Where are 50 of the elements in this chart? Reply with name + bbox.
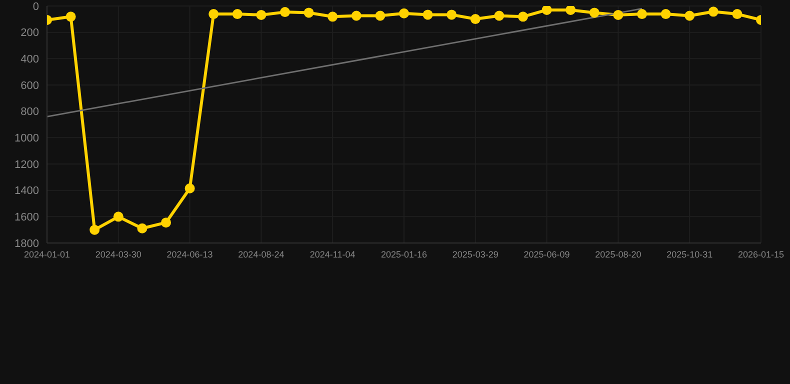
y-tick-label: 1400	[14, 185, 39, 198]
point	[542, 6, 552, 15]
point	[470, 14, 480, 24]
point	[399, 8, 409, 18]
x-tick-label: 2024-11-04	[310, 249, 356, 260]
x-tick-label: 2024-08-24	[238, 249, 284, 260]
x-tick-label: 2025-06-09	[524, 249, 570, 260]
point	[351, 10, 362, 21]
point	[304, 8, 314, 18]
y-tick-label: 800	[20, 106, 39, 118]
point	[208, 9, 219, 20]
y-tick-label: 400	[20, 54, 39, 66]
point	[161, 218, 171, 228]
x-tick-label: 2026-01-15	[738, 249, 784, 260]
y-tick-label: 1800	[14, 238, 39, 250]
point	[708, 6, 718, 17]
point	[184, 183, 195, 194]
x-tick-label: 2024-03-30	[95, 249, 142, 260]
point	[375, 10, 386, 21]
x-tick-label: 2025-01-16	[380, 249, 428, 260]
point	[137, 223, 148, 234]
y-tick-label: 200	[20, 27, 39, 40]
point	[684, 10, 695, 21]
point	[566, 6, 576, 15]
y-tick-label: 1200	[14, 158, 39, 171]
point	[494, 10, 504, 21]
point	[232, 9, 242, 20]
point	[328, 12, 338, 22]
x-tick-label: 2025-08-20	[595, 249, 642, 260]
point	[660, 9, 671, 20]
x-tick-label: 2025-03-29	[452, 249, 498, 260]
point	[613, 10, 624, 20]
x-tick-label: 2024-06-13	[166, 249, 213, 260]
point	[422, 10, 433, 20]
y-tick-label: 1600	[14, 212, 39, 224]
y-tick-label: 600	[20, 80, 39, 92]
point	[280, 7, 290, 18]
point	[637, 9, 647, 20]
y-tick-label: 0	[32, 0, 39, 13]
x-tick-label: 2024-01-01	[24, 249, 70, 260]
point	[256, 10, 266, 20]
point	[732, 9, 742, 20]
y-tick-label: 1000	[14, 132, 39, 145]
point	[113, 212, 124, 222]
point	[66, 12, 76, 22]
point	[446, 10, 457, 20]
point	[589, 8, 600, 18]
point	[518, 12, 528, 22]
x-tick-label: 2025-10-31	[666, 249, 713, 260]
point	[90, 224, 100, 235]
